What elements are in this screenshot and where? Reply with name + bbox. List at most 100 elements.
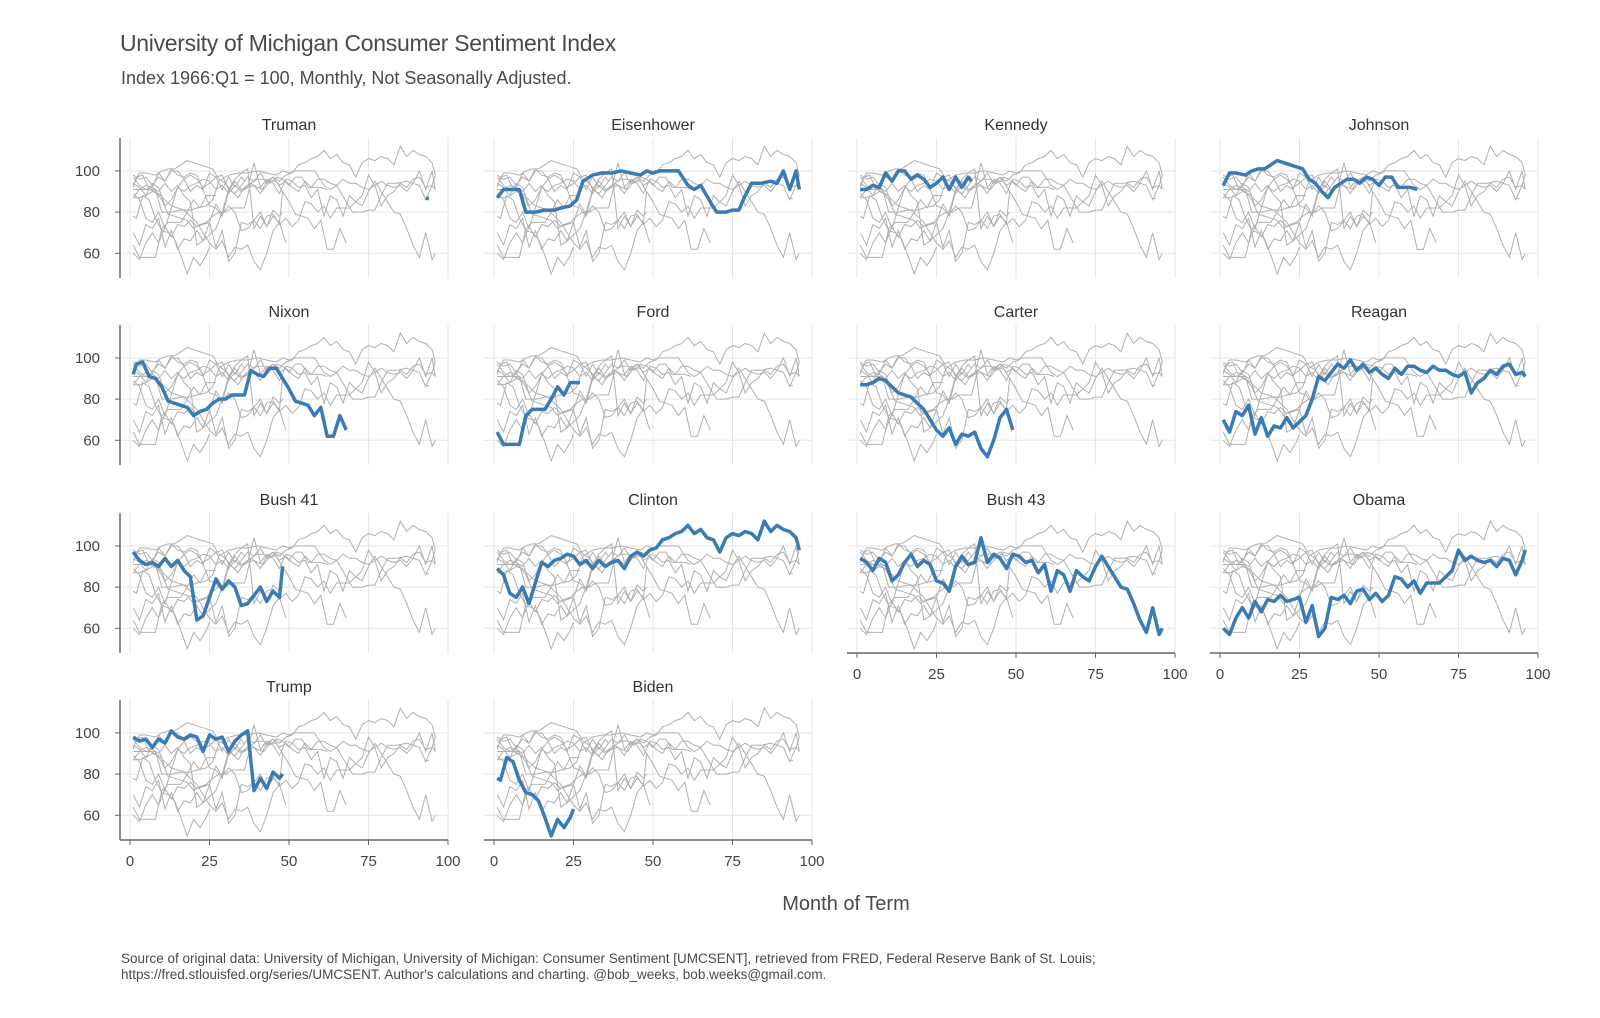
highlight-series-line (495, 380, 580, 447)
y-tick-label: 80 (83, 391, 100, 408)
panel-nixon: Nixon 60 80 100 (75, 304, 449, 465)
y-tick-label: 80 (83, 766, 100, 783)
background-series-line (496, 570, 580, 633)
source-caption-line-1: Source of original data: University of M… (121, 951, 1096, 966)
x-tick-label: 75 (1450, 666, 1467, 683)
highlight-series-line (860, 169, 973, 192)
background-series-line (496, 757, 580, 820)
background-series-line (496, 145, 800, 231)
background-series-line (132, 544, 436, 588)
x-tick-label: 25 (565, 853, 582, 870)
y-tick-label: 80 (83, 579, 100, 596)
background-series-line (132, 724, 436, 823)
panel-title: Johnson (1349, 117, 1410, 134)
highlight-series-line (131, 551, 285, 622)
background-series-line (496, 172, 800, 251)
highlight-series-line (495, 519, 801, 606)
background-series-line (132, 349, 436, 448)
panel-title: Obama (1353, 492, 1406, 509)
highlight-series-line (496, 755, 576, 838)
background-series-line (496, 195, 580, 258)
background-series-line (1222, 570, 1306, 633)
panel-title: Clinton (628, 492, 678, 509)
background-series-line (496, 537, 800, 636)
background-series-line (132, 734, 436, 813)
background-series-line (132, 520, 436, 606)
x-tick-label: 75 (724, 853, 741, 870)
background-series-line (1222, 537, 1526, 636)
panel-reagan: Reagan (1210, 304, 1539, 465)
background-series-line (496, 381, 574, 463)
x-tick-label: 100 (1525, 666, 1550, 683)
panel-title: Carter (994, 304, 1039, 321)
y-tick-label: 60 (83, 620, 100, 637)
background-series-line (497, 752, 651, 833)
background-series-line (860, 190, 1014, 271)
background-series-line (496, 569, 574, 651)
x-tick-label: 75 (1087, 666, 1104, 683)
x-tick-label: 0 (126, 853, 134, 870)
background-series-line (1222, 162, 1526, 261)
highlight-series-line (1221, 358, 1527, 438)
x-tick-label: 25 (928, 666, 945, 683)
panel-johnson: Johnson (1210, 117, 1539, 278)
background-series-line (859, 174, 1074, 250)
background-series-line (859, 145, 1163, 231)
background-series-line (496, 548, 800, 638)
background-series-line (132, 359, 436, 438)
panel-trump: Trump 60 80 100 0 25 50 75 100 (75, 679, 461, 870)
panel-title: Trump (266, 679, 312, 696)
panel-eisenhower: Eisenhower (484, 117, 813, 278)
panel-carter: Carter (847, 304, 1176, 465)
y-tick-label: 100 (75, 163, 100, 180)
background-series-line (859, 382, 943, 445)
panel-obama: Obama 0 25 50 75 100 (1210, 492, 1551, 683)
background-series-line (133, 190, 287, 271)
highlight-series-line (131, 360, 348, 438)
background-series-line (1222, 544, 1526, 588)
background-series-line (496, 361, 711, 437)
background-series-line (496, 707, 800, 793)
chart-title: University of Michigan Consumer Sentimen… (120, 30, 616, 56)
background-series-line (496, 332, 800, 418)
background-series-line (132, 756, 210, 838)
background-series-line (859, 173, 1163, 263)
background-series-line (859, 520, 1163, 606)
panel-title: Reagan (1351, 304, 1407, 321)
background-series-line (132, 549, 347, 625)
x-tick-label: 100 (435, 853, 460, 870)
background-series-line (497, 377, 651, 458)
x-tick-label: 50 (1008, 666, 1025, 683)
background-series-line (859, 548, 1163, 638)
background-series-line (132, 382, 216, 445)
background-series-line (132, 360, 436, 450)
background-series-line (1223, 190, 1377, 271)
highlight-series-line (495, 169, 802, 214)
background-series-line (1222, 349, 1526, 448)
background-series-line (859, 172, 1163, 251)
background-series-line (132, 173, 436, 263)
background-series-line (1222, 174, 1437, 250)
panel-bush-43: Bush 43 0 25 50 75 100 (847, 492, 1188, 683)
background-series-line (496, 194, 574, 276)
background-series-line (132, 735, 436, 825)
background-series-line (496, 162, 800, 261)
background-series-line (132, 194, 210, 276)
background-series-line (859, 356, 1163, 400)
background-series-line (497, 565, 651, 646)
background-series-line (859, 355, 1010, 418)
background-series-line (1222, 382, 1306, 445)
x-tick-label: 0 (1216, 666, 1224, 683)
background-series-line (132, 381, 210, 463)
background-series-line (859, 332, 1163, 418)
source-caption: Source of original data: University of M… (121, 951, 1421, 983)
source-caption-line-2: https://fred.stlouisfed.org/series/UMCSE… (121, 967, 827, 982)
background-series-line (496, 730, 647, 793)
background-series-line (1222, 145, 1526, 231)
background-series-line (859, 169, 1163, 213)
x-tick-label: 25 (1291, 666, 1308, 683)
highlight-series-line (859, 535, 1164, 637)
background-series-line (859, 361, 1074, 437)
background-series-line (132, 162, 436, 261)
background-series-line (496, 734, 800, 813)
